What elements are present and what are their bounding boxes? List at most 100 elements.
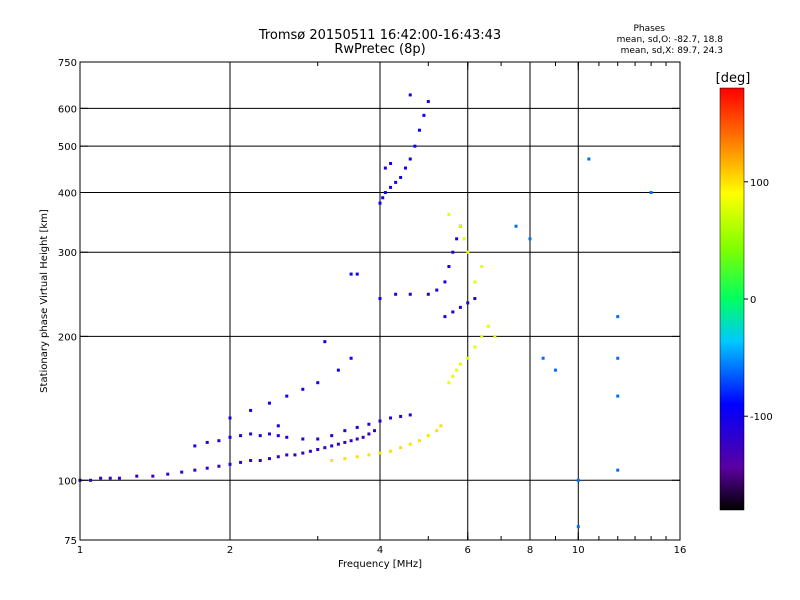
- scatter-point: [408, 413, 412, 417]
- scatter-point: [228, 416, 232, 420]
- scatter-point: [239, 434, 243, 438]
- scatter-point: [151, 474, 155, 478]
- y-axis-label: Stationary phase Virtual Height [km]: [39, 209, 50, 393]
- scatter-point: [89, 478, 93, 482]
- scatter-point: [389, 185, 393, 189]
- scatter-point: [349, 439, 353, 443]
- x-tick-label: 6: [465, 545, 471, 556]
- scatter-point: [480, 334, 484, 338]
- grid-lines: [80, 62, 680, 540]
- scatter-point: [399, 414, 403, 418]
- scatter-point: [367, 422, 371, 426]
- scatter-point: [378, 451, 382, 455]
- scatter-point: [486, 324, 490, 328]
- scatter-point: [316, 437, 320, 441]
- scatter-point: [541, 356, 545, 360]
- scatter-point: [323, 340, 327, 344]
- scatter-point: [378, 297, 382, 301]
- scatter-point: [301, 437, 305, 441]
- scatter-point: [466, 356, 470, 360]
- scatter-point: [458, 224, 462, 228]
- scatter-point: [458, 362, 462, 366]
- scatter-point: [193, 468, 197, 472]
- y-tick-label: 100: [58, 476, 77, 487]
- scatter-point: [422, 113, 426, 117]
- scatter-point: [466, 301, 470, 305]
- scatter-point: [439, 424, 443, 428]
- scatter-point: [267, 432, 271, 436]
- scatter-point: [649, 190, 653, 194]
- scatter-point: [285, 394, 289, 398]
- scatter-point: [451, 374, 455, 378]
- scatter-point: [217, 464, 221, 468]
- scatter-point: [389, 161, 393, 165]
- scatter-point: [480, 265, 484, 269]
- scatter-point: [458, 305, 462, 309]
- scatter-point: [349, 356, 353, 360]
- scatter-point: [135, 474, 139, 478]
- scatter-point: [451, 250, 455, 254]
- scatter-point: [408, 292, 412, 296]
- scatter-point: [330, 434, 334, 438]
- scatter-point: [383, 190, 387, 194]
- x-tick-label: 1: [77, 545, 83, 556]
- colorbar-tick-label: 100: [750, 178, 769, 189]
- scatter-point: [447, 381, 451, 385]
- scatter-point: [587, 157, 591, 161]
- scatter-point: [308, 449, 312, 453]
- scatter-point: [426, 100, 430, 104]
- x-tick-label: 2: [227, 545, 233, 556]
- stats-line-x: mean, sd,X: 89.7, 24.3: [621, 46, 723, 56]
- y-tick-label: 600: [58, 104, 77, 115]
- scatter-point: [378, 201, 382, 205]
- scatter-point: [355, 437, 359, 441]
- scatter-point: [117, 476, 121, 480]
- chart-title: Tromsø 20150511 16:42:00-16:43:43: [258, 28, 501, 43]
- scatter-point: [455, 368, 459, 372]
- scatter-point: [276, 434, 280, 438]
- scatter-point: [336, 368, 340, 372]
- scatter-point: [336, 442, 340, 446]
- scatter-point: [528, 237, 532, 241]
- scatter-point: [616, 356, 620, 360]
- scatter-point: [276, 455, 280, 459]
- scatter-point: [616, 315, 620, 319]
- scatter-point: [99, 476, 103, 480]
- scatter-point: [383, 166, 387, 170]
- stats-heading: Phases: [633, 24, 665, 34]
- colorbar-label: [deg]: [716, 71, 751, 86]
- scatter-point: [249, 432, 253, 436]
- scatter-point: [373, 429, 377, 433]
- stats-line-o: mean, sd,O: -82.7, 18.8: [617, 35, 724, 45]
- scatter-point: [514, 224, 518, 228]
- scatter-point: [378, 419, 382, 423]
- scatter-point: [301, 451, 305, 455]
- scatter-point: [389, 416, 393, 420]
- y-tick-label: 500: [58, 142, 77, 153]
- scatter-point: [435, 429, 439, 433]
- scatter-point: [493, 334, 497, 338]
- scatter-point: [258, 458, 262, 462]
- scatter-point: [343, 429, 347, 433]
- scatter-point: [408, 442, 412, 446]
- scatter-point: [408, 93, 412, 97]
- chart-subtitle: RwPretec (8p): [334, 42, 425, 57]
- scatter-point: [403, 166, 407, 170]
- scatter-point: [316, 447, 320, 451]
- scatter-point: [228, 462, 232, 466]
- x-axis-label: Frequency [MHz]: [338, 559, 422, 570]
- scatter-point: [455, 237, 459, 241]
- scatter-point: [466, 250, 470, 254]
- scatter-point: [285, 435, 289, 439]
- scatter-point: [267, 457, 271, 461]
- scatter-point: [108, 476, 112, 480]
- scatter-point: [394, 292, 398, 296]
- scatter-point: [381, 196, 385, 200]
- scatter-point: [553, 368, 557, 372]
- scatter-point: [426, 292, 430, 296]
- scatter-point: [408, 157, 412, 161]
- scatter-point: [205, 466, 209, 470]
- scatter-point: [443, 315, 447, 319]
- scatter-point: [417, 439, 421, 443]
- scatter-point: [417, 128, 421, 132]
